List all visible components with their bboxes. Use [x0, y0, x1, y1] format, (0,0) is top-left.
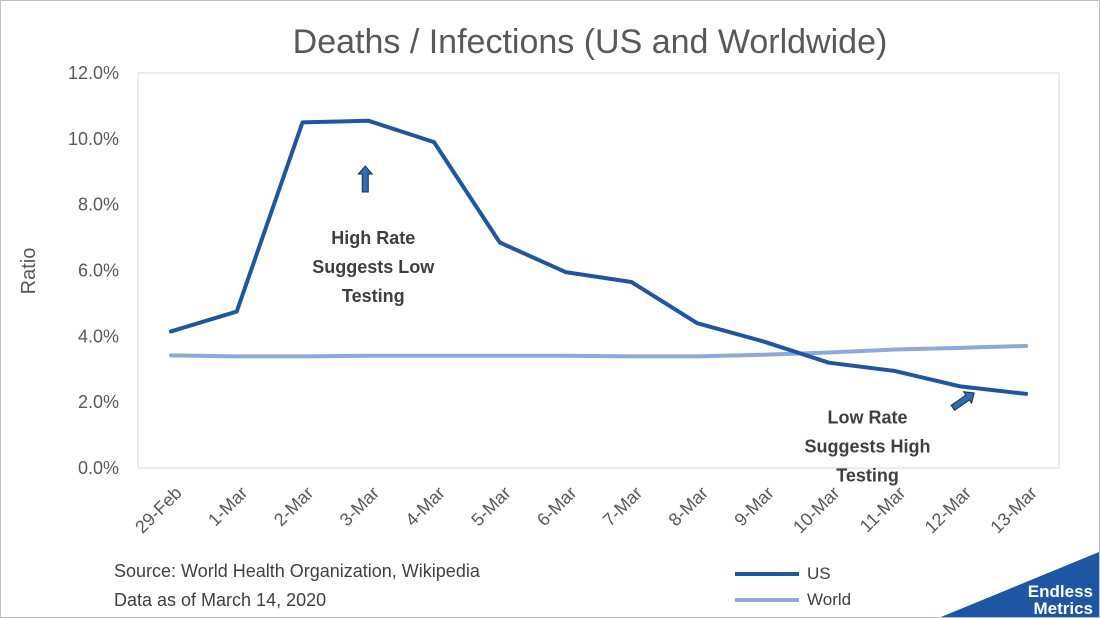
y-tick-label: 10.0% — [68, 129, 119, 149]
x-tick-label: 9-Mar — [730, 483, 777, 530]
y-axis-title: Ratio — [18, 248, 40, 295]
source-line: Source: World Health Organization, Wikip… — [114, 561, 480, 581]
x-tick-label: 13-Mar — [986, 483, 1040, 537]
annotation-arrow-icon — [357, 165, 374, 193]
y-tick-label: 2.0% — [78, 392, 119, 412]
y-tick-label: 6.0% — [78, 261, 119, 281]
x-tick-label: 5-Mar — [467, 483, 514, 530]
series-line-world — [168, 343, 1029, 359]
legend-item-world: World — [735, 590, 851, 610]
series-line-us — [168, 118, 1029, 396]
x-tick-label: 2-Mar — [270, 483, 317, 530]
annotation-text-line: Suggests Low — [312, 257, 435, 277]
x-tick-label: 4-Mar — [401, 483, 448, 530]
y-tick-label: 8.0% — [78, 195, 119, 215]
legend-label-us: US — [807, 564, 831, 583]
legend-label-world: World — [807, 590, 852, 609]
annotation-text-line: Suggests High — [805, 436, 931, 456]
annotations: High Rate Suggests Low Testing Low Rate Sugg… — [312, 165, 975, 485]
annotation-text-line: Testing — [342, 286, 405, 306]
logo-background — [941, 552, 1099, 617]
annotation-1: High Rate Suggests Low Testing — [312, 165, 435, 306]
y-tick-label: 0.0% — [78, 458, 119, 478]
endless-metrics-logo: Endless Metrics — [941, 552, 1099, 617]
x-tick-label: 7-Mar — [599, 483, 646, 530]
y-tick-label: 12.0% — [68, 63, 119, 83]
annotation-text-line: High Rate — [331, 228, 415, 248]
x-tick-label: 10-Mar — [789, 483, 843, 537]
x-tick-label: 6-Mar — [533, 483, 580, 530]
x-tick-label: 12-Mar — [921, 483, 975, 537]
x-tick-label: 1-Mar — [204, 483, 251, 530]
legend-swatch-us — [735, 572, 799, 576]
x-tick-label: 11-Mar — [856, 483, 910, 537]
annotation-text-line: Low Rate — [828, 407, 908, 427]
annotation-arrow-icon — [950, 391, 975, 411]
x-tick-label: 3-Mar — [336, 483, 383, 530]
chart-title: Deaths / Infections (US and Worldwide) — [293, 23, 888, 61]
data-date-line: Data as of March 14, 2020 — [114, 590, 327, 610]
x-tick-label: 8-Mar — [665, 483, 712, 530]
x-tick-label: 29-Feb — [131, 483, 185, 537]
logo-line-2: Metrics — [1033, 599, 1093, 617]
y-tick-label: 4.0% — [78, 326, 119, 346]
legend-item-us: US — [735, 564, 831, 584]
annotation-2: Low Rate Suggests High Testing — [805, 391, 975, 485]
y-tick-labels: 0.0% 2.0% 4.0% 6.0% 8.0% 10.0% 12.0% — [68, 63, 119, 478]
series-lines — [168, 118, 1029, 396]
logo-line-1: Endless — [1028, 582, 1093, 601]
annotation-text-line: Testing — [836, 465, 899, 485]
x-tick-labels: 29-Feb 1-Mar 2-Mar 3-Mar 4-Mar 5-Mar 6-Mar 7-Ma… — [131, 483, 1041, 537]
legend-swatch-world — [735, 598, 799, 602]
plot-area-border — [137, 72, 1060, 469]
